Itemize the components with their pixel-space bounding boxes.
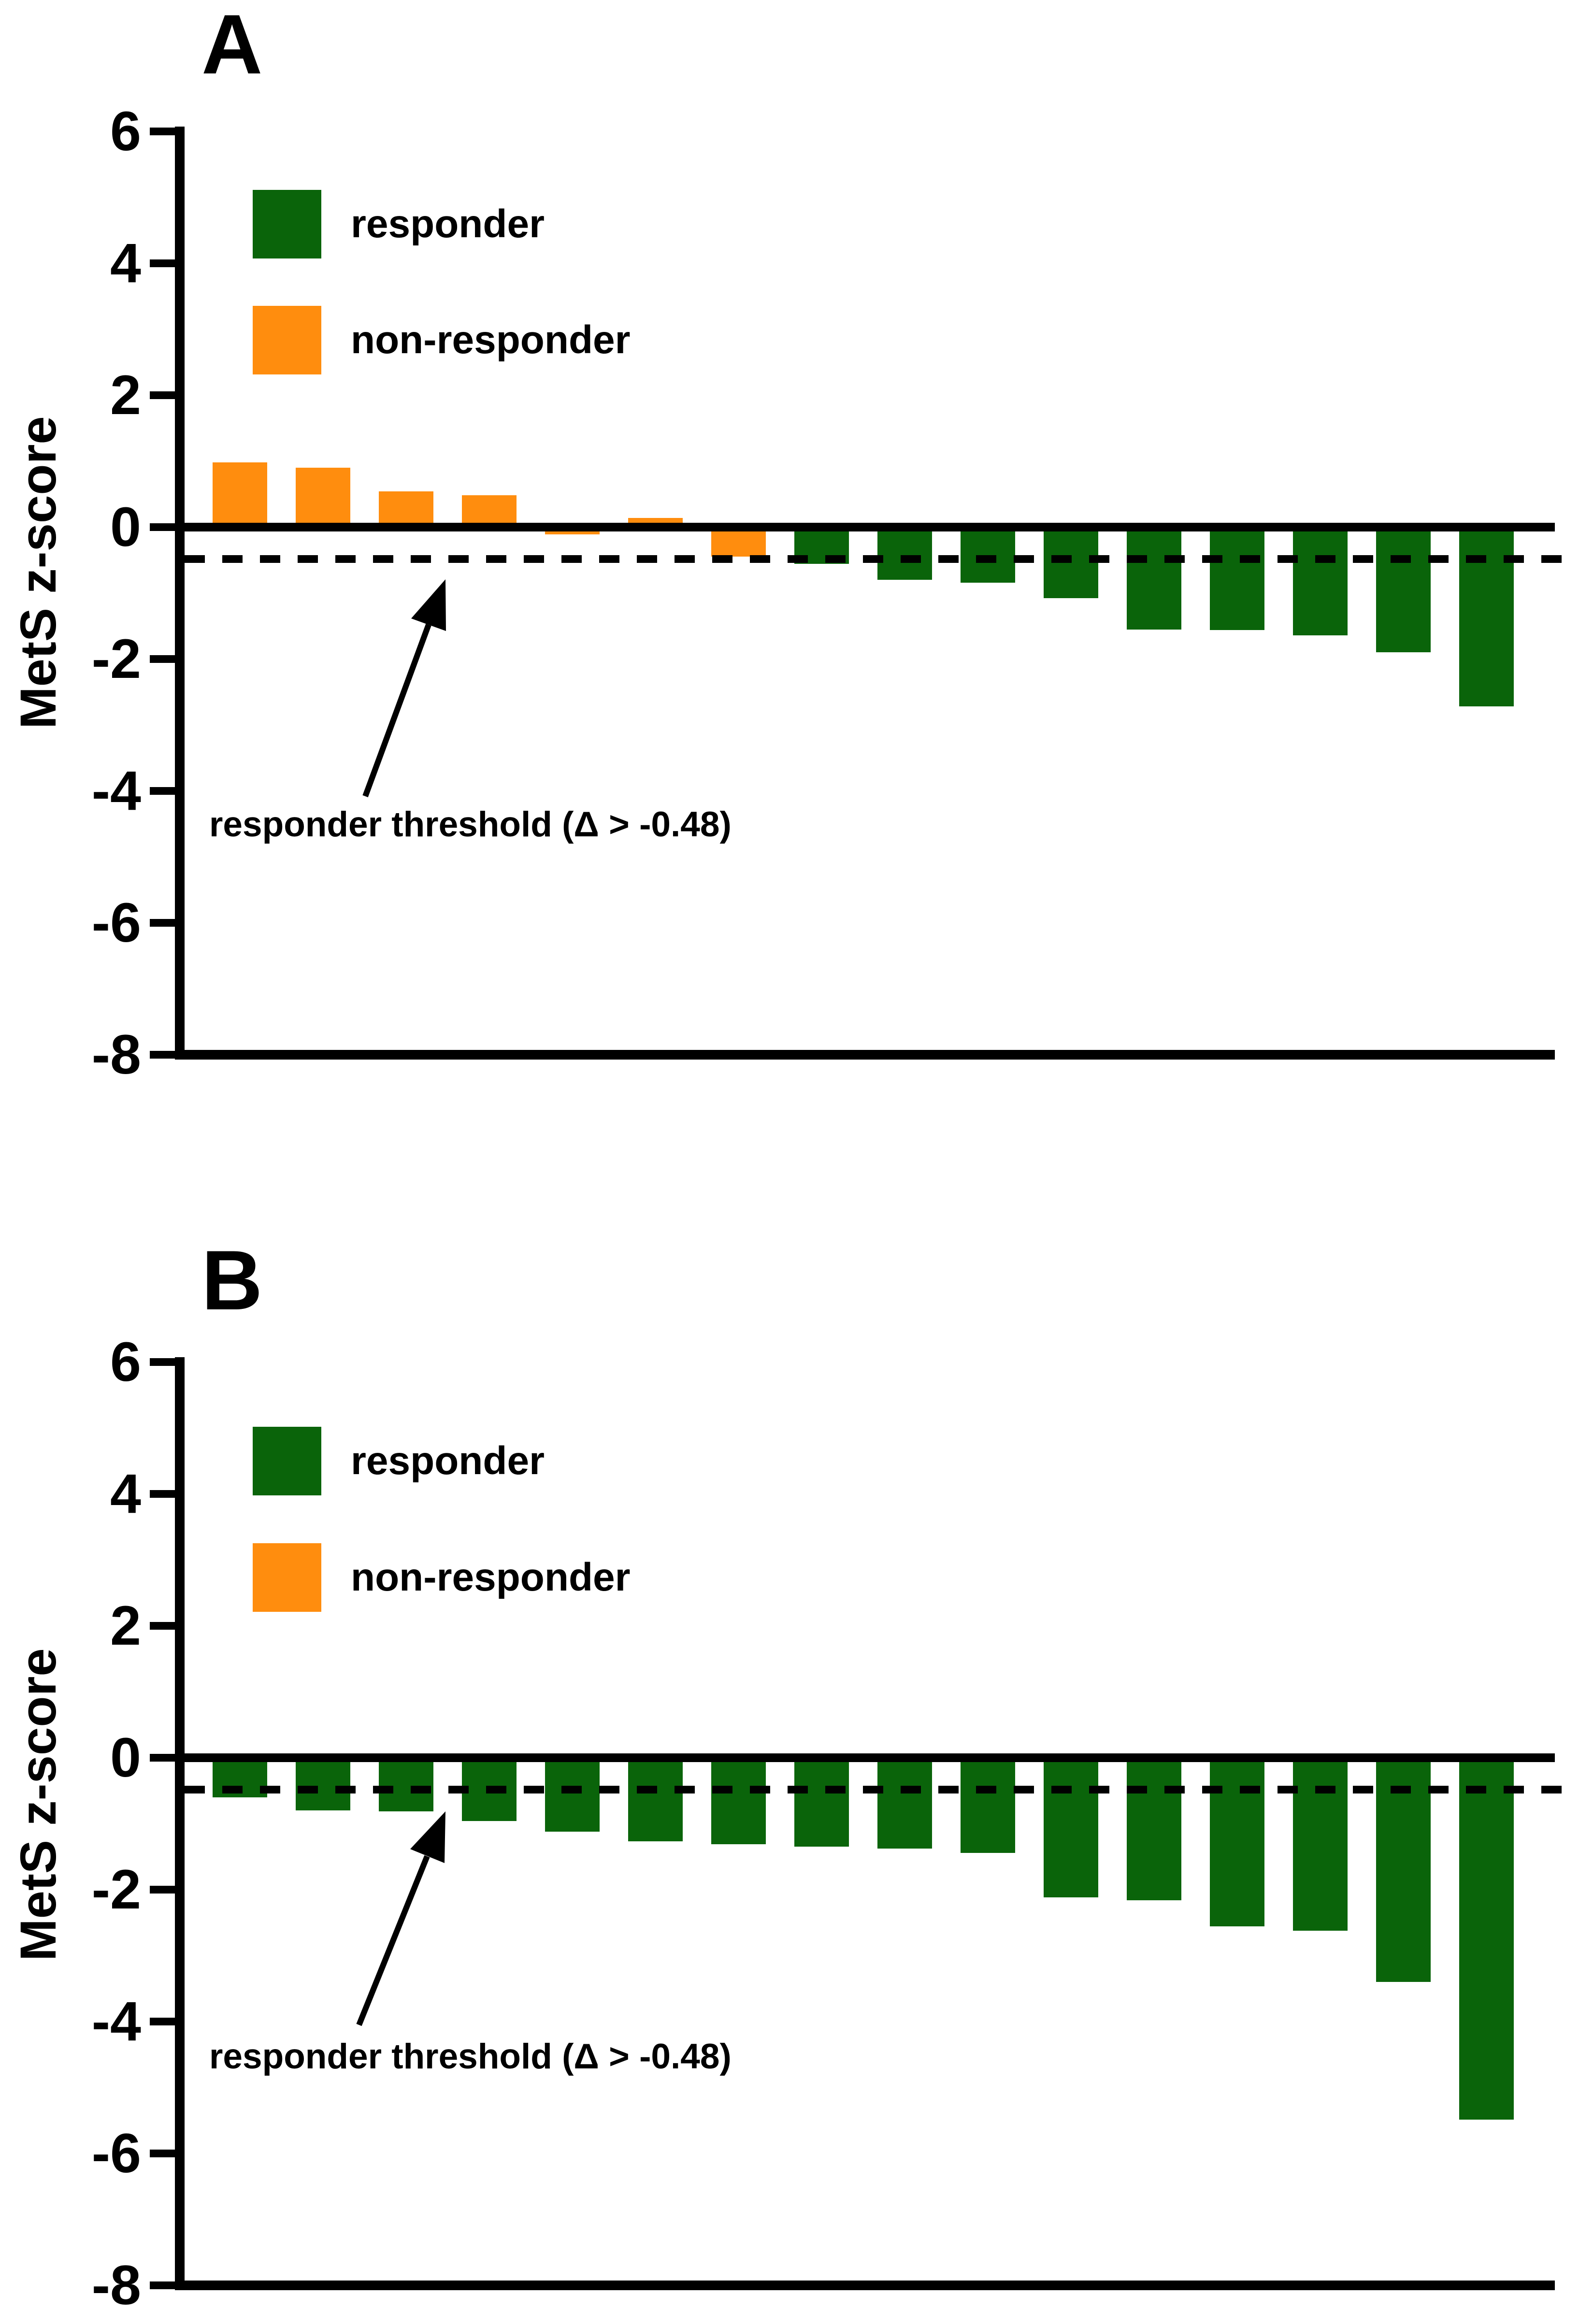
y-axis-tick (150, 1886, 185, 1894)
y-tick-label: 2 (110, 364, 141, 426)
bar-non-responder (296, 468, 350, 527)
bar-non-responder (462, 495, 517, 527)
y-tick-label: 6 (110, 100, 141, 162)
y-tick-label: 0 (110, 496, 141, 558)
panel-b-legend-responder-label: responder (351, 1439, 545, 1483)
x-axis (175, 1050, 1555, 1060)
panel-a-legend-non-responder-label: non-responder (351, 318, 631, 362)
y-tick-label: 0 (110, 1727, 141, 1789)
bar-responder (1044, 527, 1098, 599)
bar-responder (628, 1758, 683, 1842)
bar-responder (1459, 527, 1514, 707)
y-tick-label: -6 (91, 892, 141, 954)
bar-responder (794, 1758, 849, 1847)
bar-responder (1127, 1758, 1181, 1900)
bar-responder (711, 1758, 766, 1844)
bar-responder (1459, 1758, 1514, 2120)
y-tick-label: 4 (110, 232, 141, 294)
threshold-dashed-line (185, 555, 1565, 563)
bar-responder (1044, 1758, 1098, 1898)
panel-a-threshold-arrow (362, 579, 446, 798)
y-axis-tick (150, 2018, 185, 2025)
bar-responder (1210, 1758, 1264, 1927)
bar-responder (545, 1758, 600, 1832)
bar-responder (379, 1758, 433, 1811)
y-axis-tick (150, 523, 185, 531)
y-axis-tick (150, 391, 185, 399)
bar-non-responder (379, 491, 433, 527)
bar-non-responder (711, 527, 766, 557)
threshold-dashed-line (185, 1785, 1565, 1793)
bar-responder (961, 527, 1015, 583)
panel-a-threshold-annotation: responder threshold (Δ > -0.48) (209, 805, 732, 844)
y-axis-tick (150, 1358, 185, 1366)
bar-responder (961, 1758, 1015, 1853)
y-tick-label: 2 (110, 1595, 141, 1657)
panel-b-legend-responder-swatch (253, 1427, 321, 1495)
bar-responder (1376, 1758, 1431, 1982)
y-axis-tick (150, 259, 185, 267)
y-tick-label: -4 (91, 1991, 141, 2052)
y-axis-tick (150, 919, 185, 927)
panel-b-threshold-arrow (356, 1811, 445, 2026)
bar-responder (296, 1758, 350, 1811)
y-tick-label: -4 (91, 760, 141, 822)
bar-responder (1127, 527, 1181, 630)
y-axis (175, 127, 185, 1060)
bar-non-responder (213, 462, 267, 527)
panel-a-title: A (201, 0, 263, 92)
panel-b-legend-non-responder-swatch (253, 1543, 321, 1612)
y-axis-tick (150, 655, 185, 663)
zero-baseline (180, 1753, 1555, 1762)
panel-b-legend-non-responder-label: non-responder (351, 1555, 631, 1599)
x-axis (175, 2281, 1555, 2290)
y-axis-tick (150, 1490, 185, 1498)
y-axis-tick (150, 787, 185, 795)
panel-b-title: B (201, 1234, 263, 1328)
y-axis-tick (150, 1754, 185, 1762)
y-tick-label: 4 (110, 1463, 141, 1525)
zero-baseline (180, 523, 1555, 531)
bar-responder (1293, 1758, 1348, 1931)
y-axis-tick (150, 128, 185, 135)
panel-b-threshold-annotation: responder threshold (Δ > -0.48) (209, 2037, 732, 2076)
bar-responder (1210, 527, 1264, 630)
bar-responder (877, 527, 932, 580)
panel-a-legend-responder-label: responder (351, 202, 545, 246)
y-axis-tick (150, 1622, 185, 1630)
y-axis-tick (150, 2150, 185, 2157)
y-axis (175, 1357, 185, 2290)
y-tick-label: -8 (91, 2254, 141, 2316)
y-tick-label: -2 (91, 1859, 141, 1921)
y-tick-label: -8 (91, 1024, 141, 1086)
panel-a-legend-non-responder-swatch (253, 306, 321, 374)
bar-responder (877, 1758, 932, 1849)
bar-responder (1293, 527, 1348, 635)
y-tick-label: -2 (91, 628, 141, 690)
y-tick-label: -6 (91, 2123, 141, 2184)
bar-responder (1376, 527, 1431, 653)
y-tick-label: 6 (110, 1331, 141, 1393)
panel-a-legend-responder-swatch (253, 190, 321, 258)
